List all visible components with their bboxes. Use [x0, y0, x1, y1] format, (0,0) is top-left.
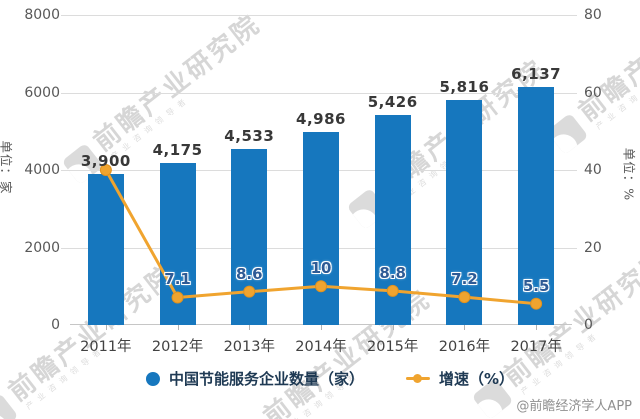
left-axis-tick-label: 6000: [24, 84, 60, 101]
bar: [518, 87, 555, 325]
left-axis-tick-label: 2000: [24, 239, 60, 256]
x-axis-tick: [105, 325, 107, 330]
line-data-point: [386, 284, 399, 297]
x-axis-label: 2016年: [438, 339, 491, 355]
line-data-point: [458, 291, 471, 304]
right-axis-tick-label: 60: [584, 84, 602, 101]
line-data-point: [171, 291, 184, 304]
x-axis-tick: [392, 325, 394, 330]
left-axis-tick-label: 0: [51, 317, 60, 333]
line-data-point: [243, 285, 256, 298]
x-axis-label: 2014年: [295, 339, 347, 355]
left-axis-tick-label: 4000: [24, 162, 60, 178]
x-axis-label: 2011年: [80, 339, 132, 355]
gridline: [61, 15, 577, 16]
line-value-label: 8.8: [379, 263, 406, 282]
left-axis-tick-label: 8000: [24, 7, 60, 23]
line-value-label: 10: [310, 259, 332, 278]
line-value-label: 7.2: [451, 270, 478, 289]
legend-label: 中国节能服务企业数量（家）: [168, 370, 364, 388]
legend-item-bars: 中国节能服务企业数量（家）: [145, 368, 364, 389]
legend-label: 增速（%）: [438, 370, 515, 388]
bar-value-label: 6,137: [511, 65, 562, 84]
x-axis-tick: [177, 325, 179, 330]
right-axis-tick-label: 0: [584, 317, 593, 333]
line-value-label: 8.6: [235, 264, 263, 283]
line-data-point: [99, 164, 112, 176]
bar-series-marker-icon: [145, 371, 160, 386]
bar-value-label: 4,175: [152, 141, 203, 160]
right-axis-tick-label: 40: [584, 162, 602, 178]
gridline: [61, 92, 577, 94]
bar-value-label: 3,900: [80, 151, 131, 170]
bar: [446, 99, 483, 325]
x-axis-tick: [249, 325, 251, 330]
legend: 中国节能服务企业数量（家） 增速（%）: [145, 368, 515, 389]
bar-value-label: 4,533: [224, 127, 275, 146]
x-axis-tick: [321, 325, 322, 330]
legend-item-line: 增速（%）: [405, 368, 515, 389]
line-value-label: 7.1: [164, 270, 191, 289]
x-axis-tick: [464, 325, 466, 330]
source-credit: @前瞻经济学人APP: [516, 399, 632, 414]
bar-value-label: 4,986: [296, 109, 346, 128]
line-value-label: 5.5: [522, 276, 550, 295]
plot-area: 3,900 2011年 4,175 2012年 7.1 4,533 2013年 8.6 4,98…: [61, 15, 577, 355]
right-axis-tick-label: 80: [584, 7, 602, 23]
line-series-marker-icon: [405, 374, 430, 383]
growth-rate-line: [99, 164, 543, 310]
x-axis-label: 2017年: [510, 339, 562, 355]
bar: [87, 173, 124, 325]
x-axis-tick: [536, 325, 538, 330]
bar: [303, 131, 339, 325]
right-axis-tick-label: 20: [584, 239, 602, 256]
bar-value-label: 5,426: [367, 92, 418, 111]
bar-value-label: 5,816: [439, 77, 490, 96]
line-data-point: [530, 297, 543, 310]
x-axis-label: 2012年: [151, 339, 204, 355]
qianzhan-logo-icon: [0, 392, 19, 419]
x-axis-label: 2013年: [223, 339, 275, 355]
line-data-point: [315, 280, 327, 293]
x-axis-label: 2015年: [367, 339, 419, 355]
